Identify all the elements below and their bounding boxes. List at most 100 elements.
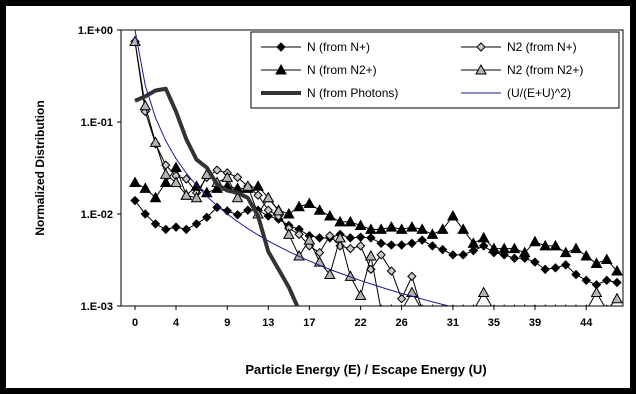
data-point [324, 268, 336, 279]
legend-swatch-marker [275, 63, 287, 75]
data-point [325, 231, 335, 241]
data-point [386, 240, 397, 250]
data-point [400, 304, 403, 306]
data-point [437, 244, 448, 255]
data-point [462, 304, 465, 306]
x-tick-label: 31 [447, 317, 459, 329]
y-tick-label: 1.E-03 [81, 301, 113, 313]
data-point [416, 223, 428, 234]
data-point [529, 235, 541, 247]
data-point [602, 275, 612, 286]
y-tick-label: 1.E+00 [78, 25, 113, 37]
data-point [241, 180, 254, 191]
data-point [441, 304, 444, 306]
data-point [232, 210, 243, 220]
data-point [365, 223, 377, 234]
data-point [509, 253, 520, 264]
data-point [600, 253, 613, 265]
data-point [376, 238, 386, 249]
x-tick-label: 17 [303, 317, 315, 329]
data-point [395, 223, 408, 234]
chart-panel: 1.E+00 1.E-01 1.E-02 1.E-03 0 4 9 13 17 22 26 31 35… [5, 5, 631, 389]
data-point [365, 249, 377, 261]
legend-label: N (from N+) [307, 40, 370, 54]
data-point [344, 215, 357, 227]
data-point [559, 246, 572, 258]
data-point [574, 304, 577, 306]
x-tick-label: 39 [529, 317, 541, 329]
data-point [161, 224, 171, 235]
data-point [313, 204, 326, 215]
data-point [272, 204, 285, 216]
data-point [170, 161, 182, 173]
data-point [396, 294, 407, 304]
data-point [191, 219, 202, 229]
legend-label: (U/(E+U)^2) [507, 86, 571, 100]
data-point [202, 212, 212, 223]
x-tick-label: 9 [224, 317, 230, 329]
data-point [303, 234, 316, 245]
data-point [581, 275, 591, 286]
data-point [533, 304, 536, 306]
legend-item: N2 (from N+) [461, 40, 577, 54]
x-tick-label: 4 [173, 317, 180, 329]
data-point [190, 191, 203, 203]
data-point [366, 233, 376, 243]
data-point [477, 231, 490, 243]
data-point [530, 257, 540, 267]
legend-swatch-marker [476, 42, 486, 52]
data-point [130, 195, 140, 206]
data-point [458, 250, 468, 260]
data-point [451, 304, 454, 306]
data-point [407, 271, 417, 282]
data-point [448, 250, 458, 260]
data-point [293, 200, 305, 212]
data-point [386, 266, 397, 276]
data-point [467, 237, 480, 248]
data-point [149, 191, 162, 203]
series-layer [129, 30, 623, 306]
y-axis-ticks: 1.E+00 1.E-01 1.E-02 1.E-03 [78, 25, 121, 313]
data-point [375, 223, 387, 234]
legend-item: (U/(E+U)^2) [461, 86, 571, 100]
data-point [513, 304, 516, 306]
data-point [282, 207, 295, 219]
data-point [354, 289, 367, 301]
data-point [181, 224, 191, 235]
data-point [139, 99, 152, 111]
series-5 [134, 30, 452, 306]
data-point [171, 222, 181, 232]
data-point [170, 176, 182, 187]
x-tick-label: 13 [262, 317, 274, 329]
x-tick-label: 26 [396, 317, 408, 329]
data-point [523, 304, 526, 306]
series-line [134, 86, 300, 306]
data-point [212, 202, 222, 213]
legend-label: N (from Photons) [307, 86, 398, 100]
data-point [385, 221, 398, 232]
data-point [564, 304, 567, 306]
legend: N (from N+) N2 (from N+) N (from N2+) N2 (f… [250, 31, 620, 109]
data-point [611, 292, 623, 304]
data-point [605, 304, 608, 306]
data-point [232, 172, 243, 183]
series-4 [134, 86, 300, 306]
data-point [540, 264, 550, 275]
data-point [421, 305, 423, 306]
data-point [221, 171, 234, 182]
log-line-chart: 1.E+00 1.E-01 1.E-02 1.E-03 0 4 9 13 17 22 26 31 35… [33, 25, 624, 377]
data-point [549, 239, 562, 251]
data-point [544, 304, 547, 306]
data-point [159, 176, 172, 187]
data-point [421, 304, 424, 306]
legend-swatch-marker [276, 42, 286, 52]
x-tick-label: 22 [354, 317, 366, 329]
data-point [345, 243, 356, 254]
data-point [554, 304, 557, 306]
legend-item: N2 (from N2+) [461, 63, 583, 77]
data-point [508, 242, 521, 254]
legend-item: N (from N+) [261, 40, 370, 54]
data-point [354, 219, 367, 230]
data-point [590, 257, 603, 268]
